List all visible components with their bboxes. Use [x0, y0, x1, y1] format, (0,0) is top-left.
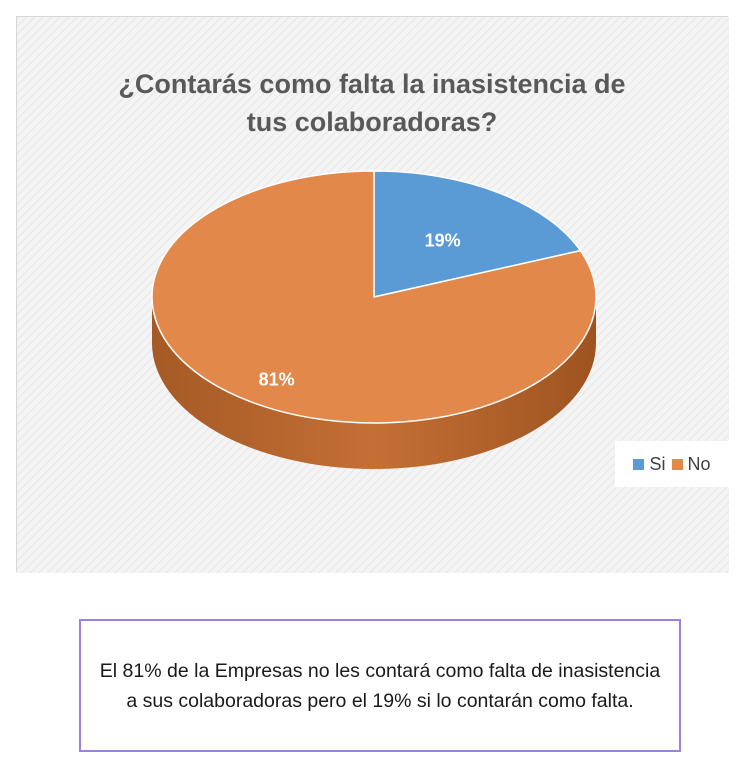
- legend-swatch-no: [671, 458, 683, 470]
- chart-area: 19% 81% ¿Contarás como falta la inasisten…: [16, 16, 729, 573]
- chart-title-line-2: tus colaboradoras?: [246, 107, 498, 137]
- chart-legend: Si No: [615, 441, 729, 487]
- pie-chart: 19% 81%: [17, 17, 729, 573]
- pie-slice-no: [151, 170, 597, 424]
- data-label-si: 19%: [425, 231, 461, 251]
- legend-item-si: Si: [633, 453, 666, 475]
- data-label-no: 81%: [259, 369, 295, 389]
- legend-swatch-si: [633, 458, 645, 470]
- pie-side-no: [152, 297, 596, 469]
- legend-item-no: No: [671, 453, 711, 475]
- pie-slice-si: [373, 170, 582, 298]
- legend-label-si: Si: [649, 453, 666, 474]
- caption-text: El 81% de la Empresas no les contará com…: [99, 659, 661, 712]
- legend-label-no: No: [687, 453, 711, 474]
- chart-title-line-1: ¿Contarás como falta la inasistencia de: [118, 69, 626, 99]
- caption-box: El 81% de la Empresas no les contará com…: [79, 619, 681, 752]
